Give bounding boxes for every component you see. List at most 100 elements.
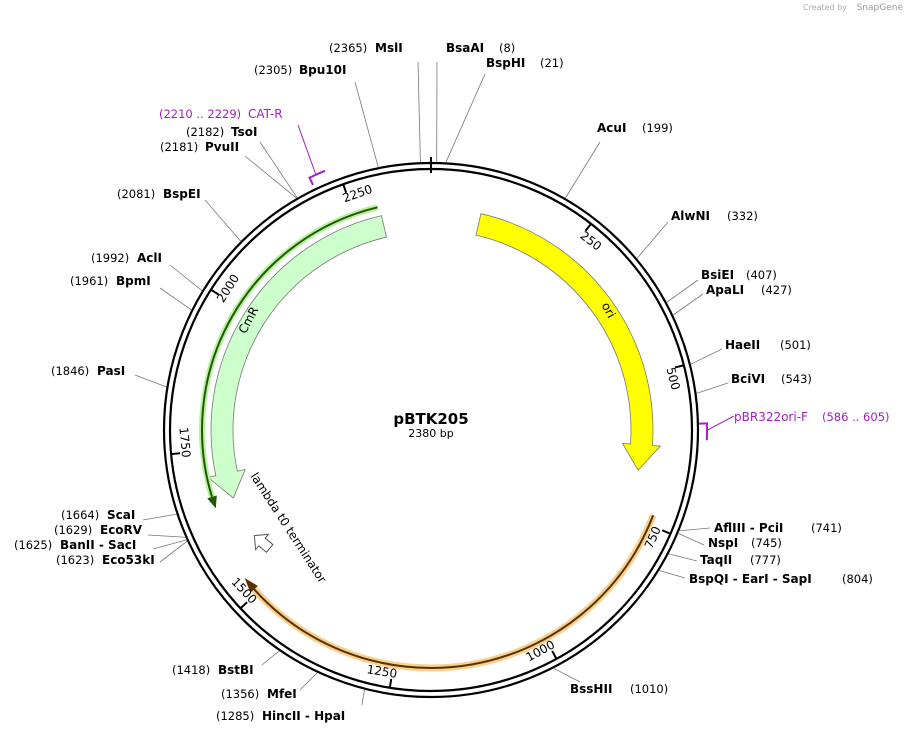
site-position: (1010)	[630, 682, 668, 696]
site-name: NspI	[708, 536, 738, 550]
site-position: (1285)	[216, 709, 254, 723]
site-line	[361, 689, 365, 706]
site-name: BsiEI	[701, 268, 734, 282]
site-name: TaqII	[700, 553, 732, 567]
site-position: (1418)	[172, 663, 210, 677]
site-line	[259, 141, 298, 199]
cat-r-head	[207, 495, 217, 509]
site-line	[565, 141, 601, 199]
site-position: (1664)	[61, 508, 99, 522]
site-line	[445, 73, 486, 163]
site-name: BssHII	[570, 682, 612, 696]
site-line	[204, 199, 242, 242]
site-name: AflIII - PciI	[714, 521, 783, 535]
primer-range: (2210 .. 2229)	[159, 107, 241, 121]
site-position: (1356)	[221, 687, 259, 701]
site-position: (2365)	[329, 41, 367, 55]
site-position: (1846)	[51, 364, 89, 378]
site-name: HaeII	[725, 338, 760, 352]
site-position: (407)	[746, 268, 777, 282]
primer-tick	[308, 176, 314, 186]
ring-tick	[171, 452, 181, 456]
site-line	[679, 527, 711, 532]
site-line	[672, 293, 704, 316]
site-position: (2181)	[160, 140, 198, 154]
site-position: (332)	[727, 209, 758, 223]
site-name: AclI	[137, 251, 162, 265]
primer-name: pBR322ori-F	[734, 410, 808, 424]
site-line	[690, 348, 723, 365]
site-line	[354, 81, 379, 168]
site-name: HincII - HpaI	[262, 709, 345, 723]
plasmid-name: pBTK205	[393, 410, 468, 428]
site-line	[636, 221, 669, 259]
site-position: (2081)	[117, 187, 155, 201]
site-name: BspEI	[163, 187, 201, 201]
primer-mark	[309, 169, 326, 179]
cmr-arrow	[207, 215, 387, 499]
site-name: PvuII	[205, 140, 239, 154]
ring-tick-label: 1250	[366, 662, 398, 681]
ring-tick	[551, 650, 558, 660]
ring-tick	[661, 529, 671, 535]
site-name: EcoRV	[100, 523, 143, 537]
ring-tick	[239, 601, 248, 610]
site-name: TsoI	[231, 125, 257, 139]
ring-tick-label: 1750	[176, 427, 193, 459]
ring-tick-label: 2250	[341, 182, 374, 205]
site-position: (804)	[842, 572, 873, 586]
site-line	[159, 540, 188, 563]
site-line	[169, 264, 203, 292]
ring-tick	[584, 223, 592, 232]
features	[199, 204, 662, 672]
site-name: MslI	[375, 41, 403, 55]
site-name: AcuI	[597, 121, 626, 135]
site-name: BstBI	[218, 663, 254, 677]
orange-line	[250, 514, 655, 669]
site-name: BspQI - EarI - SapI	[689, 572, 812, 586]
site-line	[244, 155, 297, 199]
primer-range: (586 .. 605)	[822, 410, 890, 424]
primer-line	[706, 415, 735, 431]
cat-r-line	[201, 206, 378, 498]
site-line	[299, 672, 318, 691]
site-position: (2182)	[186, 125, 224, 139]
site-line	[696, 382, 729, 394]
site-line	[142, 513, 177, 521]
orange-head	[244, 578, 258, 593]
ring-tick	[342, 183, 348, 194]
site-line	[147, 534, 186, 538]
primer-line	[297, 124, 317, 175]
site-position: (777)	[750, 553, 781, 567]
site-line	[417, 61, 421, 163]
site-name: BanII - SacI	[60, 538, 136, 552]
site-name: BspHI	[486, 56, 525, 70]
ring-tick	[210, 288, 220, 296]
site-name: Bpu10I	[299, 63, 346, 77]
site-position: (1629)	[54, 523, 92, 537]
site-position: (1625)	[14, 538, 52, 552]
site-line	[159, 287, 192, 311]
site-name: PasI	[97, 364, 125, 378]
site-name: Eco53kI	[102, 553, 155, 567]
site-name: BpmI	[116, 274, 151, 288]
site-position: (745)	[751, 536, 782, 550]
site-name: BsaAI	[446, 41, 484, 55]
site-name: ApaLI	[706, 283, 744, 297]
site-position: (543)	[781, 372, 812, 386]
site-position: (2305)	[254, 63, 292, 77]
site-position: (427)	[761, 283, 792, 297]
site-position: (21)	[540, 56, 564, 70]
ring-tick-label: 500	[663, 366, 682, 392]
site-line	[666, 279, 699, 303]
terminator-arrow	[253, 533, 274, 553]
ring-tick-label: 2000	[214, 272, 242, 305]
ring-tick	[388, 678, 393, 688]
site-position: (1623)	[56, 553, 94, 567]
created-by: Created by	[803, 3, 847, 12]
site-position: (1961)	[70, 274, 108, 288]
site-position: (741)	[811, 521, 842, 535]
plasmid-length: 2380 bp	[408, 427, 453, 440]
site-line	[261, 650, 280, 666]
